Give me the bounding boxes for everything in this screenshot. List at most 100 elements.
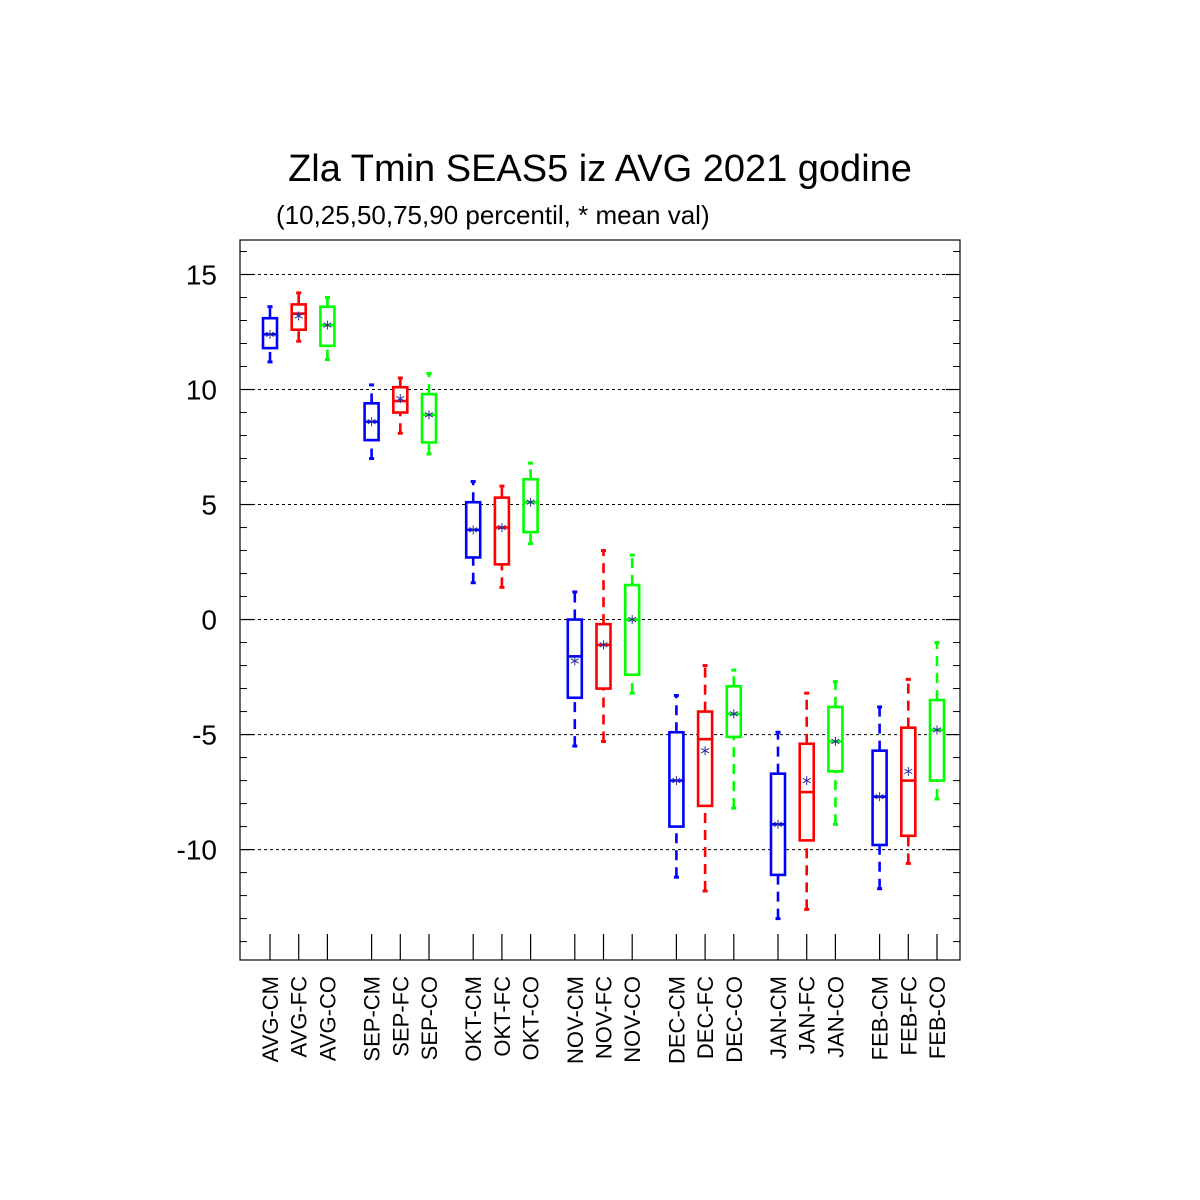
box-nov-co [623,553,641,695]
mean-marker [672,776,681,786]
mean-marker [599,640,608,650]
mean-marker-stroke [599,642,608,648]
mean-marker [700,746,710,756]
box-okt-cm [464,480,482,585]
grid-layer [240,274,960,851]
mean-marker [773,819,783,829]
box-feb-fc [899,677,917,865]
mean-marker-stroke [904,768,913,775]
mean-marker-stroke [570,658,579,664]
x-tick-label: DEC-CM [664,976,689,1064]
mean-marker [729,709,738,719]
box-iqr [623,583,641,677]
x-tick-label: FEB-FC [896,976,921,1056]
mean-marker [802,776,811,786]
mean-marker-stroke [526,499,535,505]
label-layer: 15 10 5 0 -5 -10 AVG-CM AVG-FC AVG-CO SEP-CM SEP-F… [177,260,950,1064]
x-tick-label: FEB-CM [868,976,893,1060]
mean-marker [932,725,942,735]
chart-subtitle: (10,25,50,75,90 percentil, * mean val) [276,200,710,230]
x-tick-label: FEB-CO [925,976,950,1059]
mean-marker [323,320,332,330]
x-tick-label: OKT-CM [461,976,486,1062]
x-tick-label: DEC-CO [722,976,747,1063]
mean-marker-stroke [802,777,811,784]
mean-marker-stroke [396,396,405,402]
mean-marker-stroke [294,313,303,319]
mean-marker-stroke [628,616,637,623]
box-avg-fc [290,291,308,343]
x-tick-label: DEC-FC [693,976,718,1059]
y-tick-label: 10 [186,375,217,406]
box-feb-co [928,641,946,801]
mean-marker-stroke [424,412,434,418]
y-tick-label: 0 [201,605,217,636]
box-dec-cm [668,693,685,879]
y-tick-label: 15 [186,260,217,291]
x-tick-label: OKT-CO [519,976,544,1060]
mean-marker-stroke [773,821,783,827]
box-jan-co [827,680,844,826]
box-sep-fc [391,376,409,435]
x-tick-label: JAN-FC [795,976,820,1054]
box-feb-cm [871,705,888,891]
box-dec-co [725,668,743,810]
x-tick-label: NOV-CM [563,976,588,1064]
mean-marker-stroke [323,322,332,328]
mean-marker [904,766,913,776]
mean-marker-stroke [932,727,942,733]
box-iqr [595,622,612,690]
x-tick-label: JAN-CM [766,976,791,1059]
mean-marker [469,525,478,535]
box-okt-fc [493,484,511,589]
x-tick-label: SEP-FC [388,976,413,1057]
box-jan-cm [769,730,787,921]
x-tick-label: SEP-CO [417,976,442,1060]
y-tick-label: 5 [201,490,217,521]
mean-marker-stroke [700,747,710,754]
box-dec-fc [696,664,714,893]
mean-marker [570,656,579,666]
box-iqr [928,698,946,782]
mean-marker [265,329,275,339]
y-tick-label: -10 [177,835,217,866]
x-tick-label: AVG-CO [315,976,340,1061]
box-nov-cm [566,590,584,748]
box-jan-fc [798,691,816,911]
mean-marker-stroke [672,777,681,784]
box-sep-cm [363,383,380,461]
x-tick-label: NOV-FC [592,976,617,1059]
mean-marker [294,311,303,321]
mean-marker-stroke [729,711,738,717]
box-iqr [696,710,714,808]
x-tick-label: OKT-FC [490,976,515,1057]
x-tick-label: NOV-CO [620,976,645,1063]
mean-marker [831,736,840,746]
mean-marker-stroke [265,331,275,337]
mean-marker [396,394,405,404]
x-tick-label: SEP-CM [360,976,385,1062]
mean-marker [628,615,637,625]
box-layer [261,291,946,921]
x-tick-label: AVG-FC [287,976,312,1058]
mean-marker [526,497,535,507]
mean-marker-stroke [367,419,376,425]
mean-marker [367,417,376,427]
mean-marker-stroke [831,738,840,745]
y-tick-label: -5 [192,720,217,751]
mean-marker [875,792,884,802]
mean-marker-stroke [469,527,478,533]
x-tick-label: JAN-CO [823,976,848,1058]
mean-marker-stroke [875,793,884,800]
tick-layer [240,251,960,960]
box-okt-co [522,461,539,546]
x-tick-label: AVG-CM [258,976,283,1062]
chart-title: Zla Tmin SEAS5 iz AVG 2021 godine [288,148,912,190]
box-avg-co [319,296,336,362]
box-avg-cm [261,305,279,364]
box-nov-fc [595,549,612,743]
plot-frame [239,239,961,961]
mean-marker [424,410,434,420]
mean-marker [497,523,507,533]
